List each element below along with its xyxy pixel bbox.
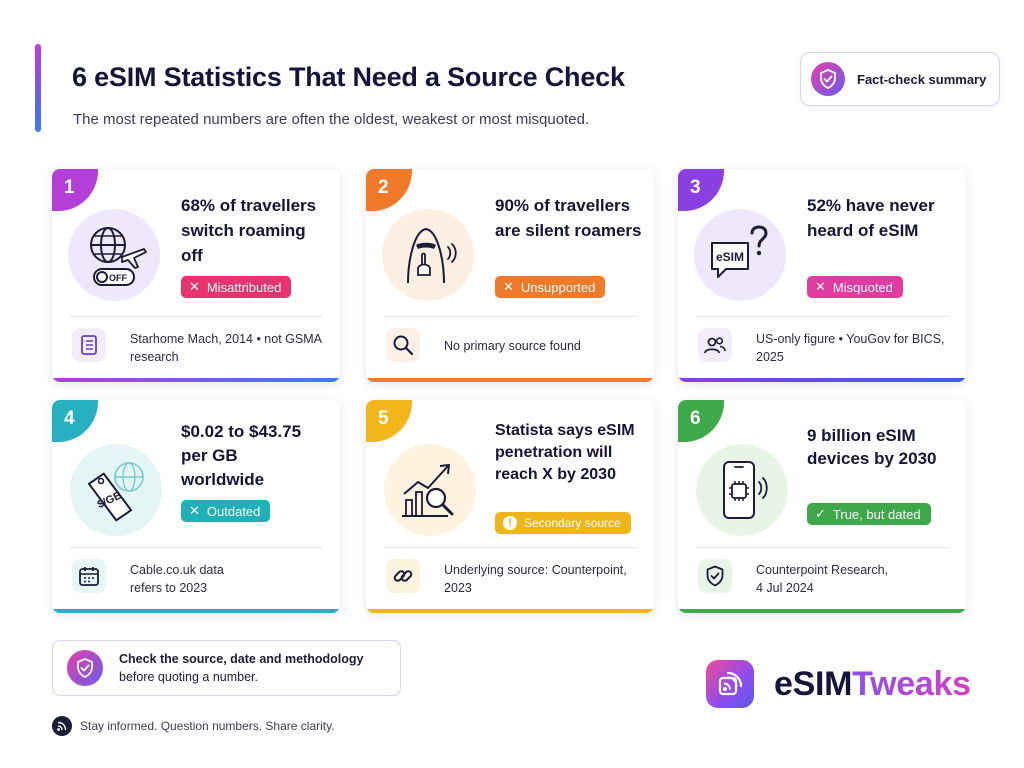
stat-text: 68% of travellers switch roaming off [181, 196, 317, 265]
badge-label: Misquoted [832, 279, 893, 295]
card-number: 1 [64, 177, 75, 198]
title-accent-bar [35, 44, 41, 132]
badge-label: Misattributed [206, 279, 282, 295]
card-number: 2 [378, 177, 389, 198]
source-text: Starhome Mach, 2014 • not GSMA research [130, 332, 322, 364]
chart-magnifier-icon [384, 444, 476, 536]
calendar-icon [72, 559, 106, 593]
off-toggle-label: OFF [109, 273, 127, 283]
tip-line-1: Check the source, date and methodology [119, 652, 364, 666]
footer-text: Stay informed. Question numbers. Share c… [80, 719, 335, 733]
badge-label: Secondary source [524, 516, 621, 530]
footer: Stay informed. Question numbers. Share c… [52, 716, 335, 736]
card-number: 3 [690, 177, 701, 198]
brand-wordmark: eSIMTweaks [774, 665, 971, 704]
card-divider [696, 316, 948, 317]
x-icon: ✕ [503, 279, 514, 294]
card-accent-line [678, 609, 966, 613]
card-number: 5 [378, 408, 389, 429]
stat-text: $0.02 to $43.75 per GB worldwide [181, 422, 302, 489]
stat-text: 52% have never heard of eSIM [807, 196, 935, 240]
fact-check-summary-button[interactable]: Fact-check summary [800, 52, 1000, 106]
source-text: No primary source found [444, 339, 581, 353]
card-divider [696, 547, 948, 548]
status-badge: ! Secondary source [495, 512, 631, 534]
magnifier-icon [386, 328, 420, 362]
card-accent-line [366, 378, 654, 382]
status-badge: ✕ Unsupported [495, 276, 606, 298]
card-number-tab [366, 400, 412, 442]
stat-card-5: 5 Statista says eSIM penetration will re… [366, 400, 654, 613]
x-icon: ✕ [189, 279, 200, 294]
card-divider [70, 547, 322, 548]
check-icon: ✓ [815, 506, 826, 521]
status-badge: ✕ Misquoted [807, 276, 903, 298]
stat-text: 90% of travellers are silent roamers [495, 196, 642, 240]
page-subtitle: The most repeated numbers are often the … [73, 111, 590, 128]
phone-chip-icon [696, 444, 788, 536]
stat-card-4: 4 $/GB $0.02 to $43.75 per GB worldwide … [52, 400, 340, 613]
source-text: Counterpoint Research, 4 Jul 2024 [756, 563, 889, 595]
card-divider [70, 316, 322, 317]
shield-icon [67, 650, 103, 686]
source-text: Underlying source: Counterpoint, 2023 [444, 563, 627, 595]
badge-label: Unsupported [520, 279, 596, 295]
document-icon [72, 328, 106, 362]
silent-roamer-icon [382, 209, 474, 301]
page-title: 6 eSIM Statistics That Need a Source Che… [72, 62, 625, 92]
tip-line-2: before quoting a number. [119, 670, 258, 684]
stat-text: Statista says eSIM penetration will reac… [495, 422, 635, 483]
stat-card-2: 2 90% of travellers are silent roamers ✕… [366, 169, 654, 382]
badge-label: True, but dated [832, 506, 921, 522]
stat-card-3: 3 eSIM 52% have never heard of eSIM ✕ Mi… [678, 169, 966, 382]
card-number-tab [678, 400, 724, 442]
x-icon: ✕ [815, 279, 826, 294]
esim-question-icon: eSIM [694, 209, 786, 301]
globe-plane-off-icon: OFF [68, 209, 160, 301]
shield-check-icon [698, 559, 732, 593]
card-number-tab [366, 169, 412, 211]
status-badge: ✓ True, but dated [807, 503, 931, 525]
card-accent-line [52, 609, 340, 613]
card-number-tab [52, 169, 98, 211]
status-badge: ✕ Misattributed [181, 276, 292, 298]
esim-bubble-label: eSIM [716, 250, 744, 264]
card-number-tab [678, 169, 724, 211]
badge-label: Outdated [206, 503, 261, 519]
people-icon [698, 328, 732, 362]
tip-text: Check the source, date and methodology b… [119, 650, 364, 686]
status-badge: ✕ Outdated [181, 500, 271, 522]
source-text: US-only figure • YouGov for BICS, 2025 [756, 332, 945, 364]
signal-logo-icon [706, 660, 754, 708]
card-number: 4 [64, 408, 75, 429]
exclamation-icon: ! [503, 516, 517, 530]
card-divider [384, 316, 636, 317]
brand-part-2: Tweaks [852, 664, 971, 703]
shield-icon [811, 62, 845, 96]
source-text: Cable.co.uk data refers to 2023 [130, 563, 224, 595]
card-accent-line [52, 378, 340, 382]
tip-box: Check the source, date and methodology b… [52, 640, 401, 696]
card-accent-line [366, 609, 654, 613]
link-icon [386, 559, 420, 593]
x-icon: ✕ [189, 503, 200, 518]
stat-text: 9 billion eSIM devices by 2030 [807, 426, 937, 468]
card-number: 6 [690, 408, 701, 429]
signal-icon [52, 716, 72, 736]
price-tag-globe-icon: $/GB [70, 444, 162, 536]
stat-card-6: 6 9 billion eSIM devices by 2030 ✓ True,… [678, 400, 966, 613]
stat-card-1: 1 OFF 68% of travellers switch roaming o… [52, 169, 340, 382]
fact-check-summary-label: Fact-check summary [857, 71, 987, 87]
brand-logo: eSIMTweaks [706, 660, 971, 708]
card-divider [384, 547, 636, 548]
card-number-tab [52, 400, 98, 442]
brand-part-1: eSIM [774, 664, 853, 703]
card-accent-line [678, 378, 966, 382]
